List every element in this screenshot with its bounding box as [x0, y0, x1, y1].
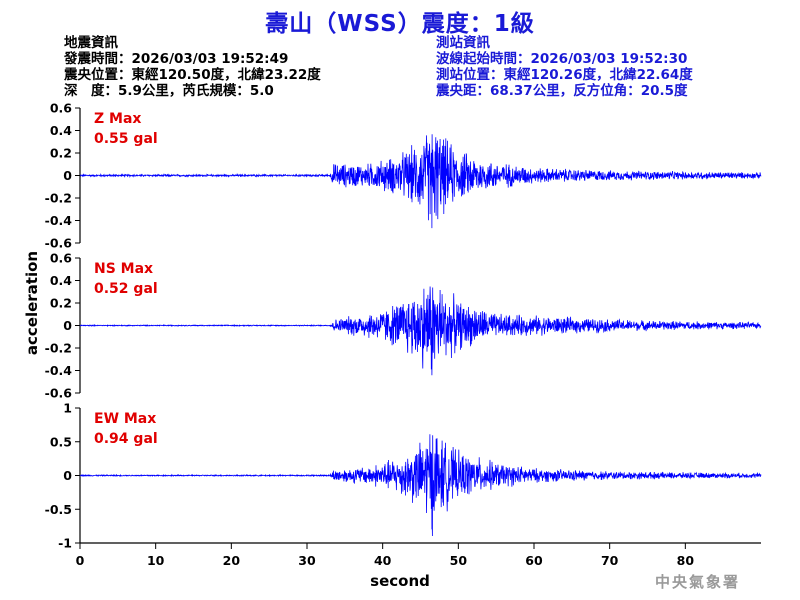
y-tick-label-EW: -1	[58, 536, 72, 551]
y-tick-label-Z: 0.2	[50, 146, 72, 161]
x-tick-label: 30	[298, 553, 316, 568]
depth-magnitude: 深 度：5.9公里，芮氏規模：5.0	[64, 83, 274, 99]
y-tick-label-NS: -0.6	[45, 386, 73, 401]
x-tick-label: 40	[374, 553, 392, 568]
event-info-heading: 地震資訊	[64, 35, 118, 51]
y-tick-label-Z: 0.4	[50, 123, 72, 138]
trace-NS	[79, 286, 762, 376]
y-tick-label-NS: -0.4	[45, 363, 73, 378]
label-layer: 0.6 0.4 0.2 0 -0.2 -0.4 -0.6 Z Max 0.55 gal 0.6 0.…	[45, 101, 695, 569]
y-tick-label-NS: 0.4	[50, 273, 72, 288]
y-tick-label-EW: 0.5	[50, 434, 72, 449]
y-tick-label-Z: 0	[63, 168, 72, 183]
y-tick-label-NS: 0.6	[50, 251, 72, 266]
y-tick-label-NS: -0.2	[45, 341, 72, 356]
origin-time: 發震時間：2026/03/03 19:52:49	[64, 51, 289, 67]
x-tick-label: 10	[147, 553, 165, 568]
y-tick-label-NS: 0.2	[50, 296, 72, 311]
epicenter-location: 震央位置：東經120.50度，北緯23.22度	[64, 67, 321, 83]
distance-azimuth: 震央距：68.37公里，反方位角：20.5度	[436, 83, 688, 99]
y-tick-label-EW: 0	[63, 468, 72, 483]
wave-start-time: 波線起始時間：2026/03/03 19:52:30	[436, 51, 688, 67]
y-tick-label-Z: -0.2	[45, 191, 72, 206]
station-location: 測站位置：東經120.26度，北緯22.64度	[436, 67, 693, 83]
station-info: 測站資訊 波線起始時間：2026/03/03 19:52:30 測站位置：東經1…	[436, 35, 693, 99]
y-tick-label-EW: -0.5	[45, 502, 72, 517]
trace-Z	[79, 134, 762, 229]
max-value-EW: 0.94 gal	[94, 431, 158, 447]
x-tick-label: 0	[76, 553, 85, 568]
trace-layer	[79, 134, 762, 537]
y-tick-label-Z: 0.6	[50, 101, 72, 116]
x-tick-label: 20	[223, 553, 241, 568]
max-value-Z: 0.55 gal	[94, 131, 158, 147]
max-label-EW: EW Max	[94, 411, 156, 427]
station-info-heading: 測站資訊	[436, 35, 490, 51]
x-tick-label: 60	[525, 553, 543, 568]
max-label-Z: Z Max	[94, 111, 141, 127]
y-axis-label: acceleration	[23, 251, 41, 355]
x-tick-label: 70	[601, 553, 619, 568]
max-label-NS: NS Max	[94, 261, 153, 277]
max-value-NS: 0.52 gal	[94, 281, 158, 297]
agency-watermark: 中央氣象署	[655, 573, 741, 591]
x-tick-label: 50	[450, 553, 468, 568]
chart-title: 壽山（WSS）震度：1級	[265, 11, 535, 37]
event-info: 地震資訊 發震時間：2026/03/03 19:52:49 震央位置：東經120…	[64, 35, 321, 99]
y-tick-label-Z: -0.4	[45, 213, 73, 228]
x-axis-label: second	[370, 572, 430, 590]
x-tick-label: 80	[677, 553, 695, 568]
y-tick-label-Z: -0.6	[45, 236, 73, 251]
y-tick-label-EW: 1	[63, 401, 72, 416]
y-tick-label-NS: 0	[63, 318, 72, 333]
trace-EW	[79, 434, 762, 537]
